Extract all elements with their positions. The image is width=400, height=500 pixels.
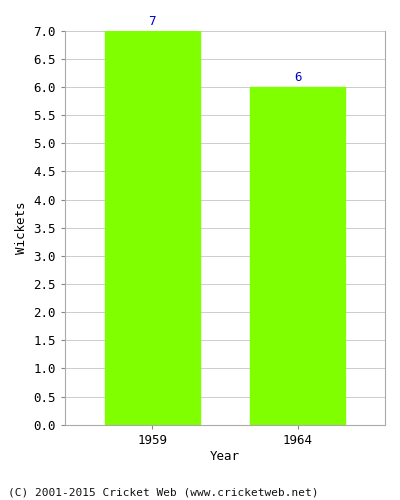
Bar [250, 87, 345, 424]
X-axis label: Year: Year [210, 450, 240, 462]
Text: 6: 6 [294, 71, 302, 84]
Text: 7: 7 [148, 15, 156, 28]
Y-axis label: Wickets: Wickets [15, 202, 28, 254]
Text: (C) 2001-2015 Cricket Web (www.cricketweb.net): (C) 2001-2015 Cricket Web (www.cricketwe… [8, 488, 318, 498]
Bar [105, 31, 200, 424]
